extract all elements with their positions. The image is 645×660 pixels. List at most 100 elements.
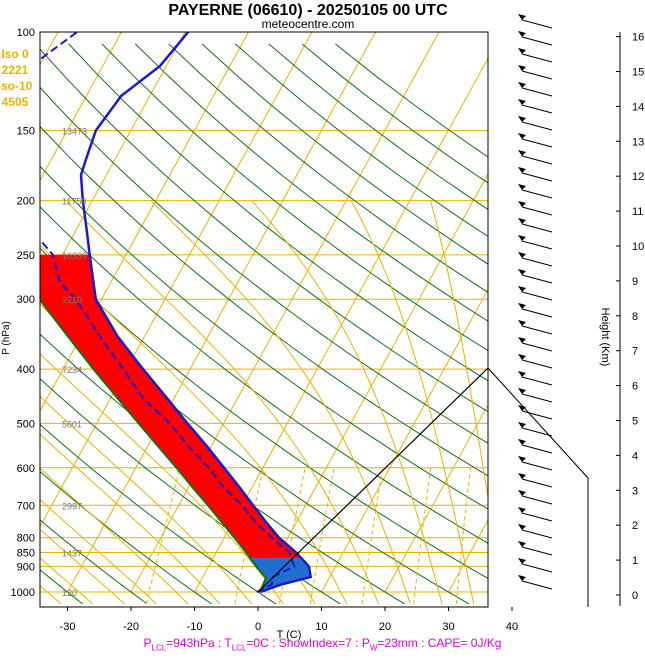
wind-barb-flag	[518, 337, 526, 343]
height-tick-label: 7	[632, 346, 638, 358]
iso-0-height: 2221	[2, 63, 29, 77]
height-tick-label: 14	[632, 101, 644, 113]
wind-barb-staff	[522, 88, 552, 96]
wind-barb-staff	[522, 54, 552, 62]
wind-barb-staff	[522, 479, 552, 487]
wind-barb-staff	[522, 105, 552, 113]
pressure-tick-label: 200	[17, 196, 35, 208]
height-value-label: 1437	[62, 548, 82, 558]
height-tick-label: 5	[632, 416, 638, 428]
wind-barb-flag	[518, 541, 526, 547]
pressure-tick-label: 1000	[11, 587, 35, 599]
wind-barb-staff	[522, 173, 552, 181]
wind-barb-staff	[522, 224, 552, 232]
wind-barb-staff	[522, 71, 552, 79]
x-tick-label: 20	[379, 621, 391, 633]
wind-barb-flag	[518, 184, 526, 190]
wind-barb-staff	[522, 343, 552, 351]
x-tick-label: 10	[315, 621, 327, 633]
chart-subtitle: meteocentre.com	[262, 17, 355, 31]
wind-barb-flag	[518, 133, 526, 139]
height-tick-label: 1	[632, 555, 638, 567]
x-tick-label: -20	[123, 621, 139, 633]
moist-adiabat	[431, 201, 506, 604]
wind-barb-staff	[522, 360, 552, 368]
wind-barb-flag	[518, 354, 526, 360]
pressure-tick-label: 150	[17, 126, 35, 138]
height-value-label: 2997	[62, 501, 82, 511]
wind-barb-flag	[518, 456, 526, 462]
wind-barb-flag	[518, 218, 526, 224]
wind-barb-staff	[522, 139, 552, 147]
footer-t: =943hPa : T	[166, 636, 232, 650]
height-value-label: 9210	[62, 295, 82, 305]
wind-barb-flag	[518, 524, 526, 530]
wind-panel-border	[488, 32, 588, 607]
height-tick-label: 16	[632, 32, 644, 44]
height-tick-label: 6	[632, 381, 638, 393]
wind-barb-flag	[518, 31, 526, 37]
wind-barb-flag	[518, 303, 526, 309]
wind-barb-staff	[522, 547, 552, 555]
wind-barb-flag	[518, 201, 526, 207]
dry-adiabat	[335, 44, 645, 604]
footer-lcl-sub-2: LCL	[232, 643, 247, 652]
height-value-label: 120	[62, 588, 77, 598]
wind-barb-flag	[518, 252, 526, 258]
pressure-tick-label: 600	[17, 463, 35, 475]
pressure-tick-label: 250	[17, 250, 35, 262]
wind-barb-flag	[518, 286, 526, 292]
pressure-tick-label: 700	[17, 500, 35, 512]
wind-barb-staff	[522, 258, 552, 266]
footer-show: =0C : ShowIndex=7 : P	[246, 636, 369, 650]
wind-barb-staff	[522, 275, 552, 283]
y-axis-label: P (hPa)	[1, 321, 12, 355]
wind-barb-flag	[518, 507, 526, 513]
footer-cape: =23mm : CAPE= 0J/Kg	[377, 636, 501, 650]
height-tick-label: 2	[632, 520, 638, 532]
height-tick-label: 8	[632, 311, 638, 323]
height-tick-label: 15	[632, 67, 644, 79]
wind-barb-staff	[522, 445, 552, 453]
moist-adiabat	[351, 201, 474, 604]
wind-barb-staff	[522, 122, 552, 130]
wind-barb-flag	[518, 65, 526, 71]
wind-barb-flag	[518, 167, 526, 173]
cin-area	[250, 558, 311, 592]
wind-barb-staff	[522, 462, 552, 470]
wind-barb-staff	[522, 292, 552, 300]
wind-barb-flag	[518, 371, 526, 377]
wind-barb-flag	[518, 269, 526, 275]
pressure-tick-label: 850	[17, 547, 35, 559]
wind-barb-flag	[518, 235, 526, 241]
pressure-tick-label: 900	[17, 561, 35, 573]
iso-box: Iso 0 2221 Iso-10 4505	[0, 47, 33, 109]
wind-barb-staff	[522, 20, 552, 28]
x-tick-label: 40	[506, 621, 518, 633]
mixing-ratio-line	[456, 468, 470, 604]
wind-barb-staff	[522, 241, 552, 249]
wind-barb-flag	[518, 422, 526, 428]
wind-barb-flag	[518, 439, 526, 445]
isotherm-line	[449, 32, 645, 592]
pressure-tick-label: 400	[17, 364, 35, 376]
iso-m10-label: Iso-10	[0, 79, 33, 93]
temperature-curve	[81, 32, 311, 592]
wind-barb-flag	[518, 82, 526, 88]
wind-barb-flag	[518, 14, 526, 20]
height-tick-label: 12	[632, 171, 644, 183]
height-value-label: 11759	[62, 197, 86, 207]
wind-barb-staff	[522, 581, 552, 589]
moist-adiabat	[66, 201, 379, 604]
height-tick-label: 9	[632, 276, 638, 288]
height-tick-label: 11	[632, 206, 643, 218]
height-tick-label: 4	[632, 450, 638, 462]
wind-barb-flag	[518, 575, 526, 581]
dry-adiabat	[102, 44, 645, 604]
x-tick-label: -30	[60, 621, 76, 633]
wind-barb-staff	[522, 37, 552, 45]
height-value-label: 7234	[62, 365, 82, 375]
wind-barb-staff	[522, 190, 552, 198]
